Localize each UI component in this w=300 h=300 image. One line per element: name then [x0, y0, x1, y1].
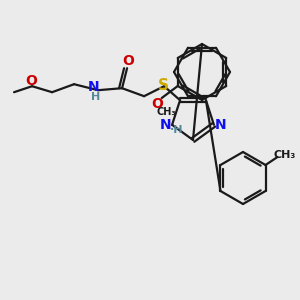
- Text: N: N: [215, 118, 227, 132]
- Text: S: S: [158, 78, 169, 93]
- Text: ·H: ·H: [170, 125, 184, 135]
- Text: O: O: [122, 54, 134, 68]
- Text: CH₃: CH₃: [157, 107, 177, 117]
- Text: N: N: [87, 80, 99, 94]
- Text: H: H: [92, 92, 101, 102]
- Text: O: O: [25, 74, 37, 88]
- Text: N: N: [159, 118, 171, 132]
- Text: CH₃: CH₃: [273, 150, 296, 160]
- Text: O: O: [151, 97, 163, 111]
